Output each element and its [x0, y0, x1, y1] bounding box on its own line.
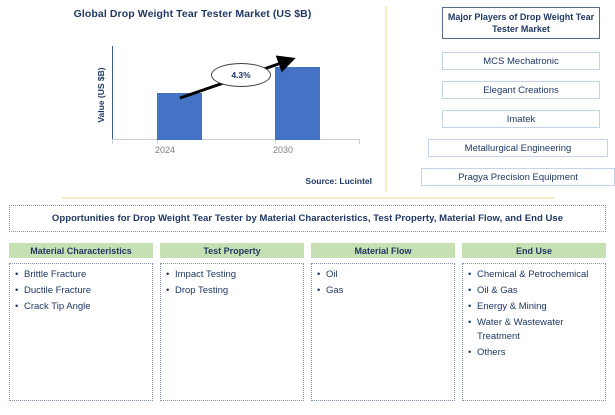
list-item: Ductile Fracture: [15, 284, 148, 298]
source-note: Source: Lucintel: [305, 176, 372, 186]
list-item: Impact Testing: [166, 268, 299, 282]
chart-title: Global Drop Weight Tear Tester Market (U…: [73, 8, 312, 20]
player-item[interactable]: Pragya Precision Equipment: [421, 168, 615, 186]
column-body: Chemical & Petrochemical Oil & Gas Energ…: [462, 263, 606, 401]
x-axis-label-2030: 2030: [272, 145, 294, 155]
major-players-panel: Major Players of Drop Weight Tear Tester…: [398, 0, 615, 198]
vertical-divider: [385, 6, 387, 192]
list-item: Crack Tip Angle: [15, 300, 148, 314]
horizontal-divider: [62, 197, 554, 199]
chart-panel: Global Drop Weight Tear Tester Market (U…: [0, 0, 385, 198]
player-item[interactable]: MCS Mechatronic: [442, 52, 600, 70]
x-axis-tick: [359, 140, 360, 144]
column-header: End Use: [462, 243, 606, 258]
column-body: Oil Gas: [311, 263, 455, 401]
x-axis-tick: [157, 140, 158, 144]
list-item: Energy & Mining: [468, 300, 601, 314]
list-item: Gas: [317, 284, 450, 298]
bar-2024: [157, 93, 202, 140]
x-axis-line: [112, 139, 360, 140]
bar-2030: [275, 67, 320, 140]
list-item: Oil: [317, 268, 450, 282]
x-axis-tick: [275, 140, 276, 144]
list-item: Chemical & Petrochemical: [468, 268, 601, 282]
cagr-bubble: 4.3%: [211, 63, 271, 87]
column-header: Test Property: [160, 243, 304, 258]
opportunities-columns: Material Characteristics Brittle Fractur…: [9, 243, 606, 403]
x-axis-tick: [112, 140, 113, 144]
list-item: Drop Testing: [166, 284, 299, 298]
column-test-property: Test Property Impact Testing Drop Testin…: [160, 243, 304, 401]
opportunities-banner: Opportunities for Drop Weight Tear Teste…: [9, 205, 606, 232]
top-section: Global Drop Weight Tear Tester Market (U…: [0, 0, 615, 198]
column-body: Impact Testing Drop Testing: [160, 263, 304, 401]
player-item[interactable]: Imatek: [442, 110, 600, 128]
list-item: Others: [468, 346, 601, 360]
list-item: Brittle Fracture: [15, 268, 148, 282]
column-header: Material Characteristics: [9, 243, 153, 258]
column-end-use: End Use Chemical & Petrochemical Oil & G…: [462, 243, 606, 401]
major-players-header: Major Players of Drop Weight Tear Tester…: [442, 7, 600, 39]
list-item: Water & Wastewater Treatment: [468, 316, 601, 344]
plot-area: [112, 46, 360, 140]
list-item: Oil & Gas: [468, 284, 601, 298]
player-item[interactable]: Metallurgical Engineering: [428, 139, 608, 157]
opportunities-banner-text: Opportunities for Drop Weight Tear Teste…: [51, 213, 564, 224]
y-axis-label: Value (US $B): [96, 67, 106, 123]
cagr-value: 4.3%: [231, 70, 251, 80]
column-header: Material Flow: [311, 243, 455, 258]
column-material-characteristics: Material Characteristics Brittle Fractur…: [9, 243, 153, 401]
x-axis-label-2024: 2024: [154, 145, 176, 155]
y-axis-line: [112, 46, 113, 140]
player-item[interactable]: Elegant Creations: [442, 81, 600, 99]
column-material-flow: Material Flow Oil Gas: [311, 243, 455, 401]
column-body: Brittle Fracture Ductile Fracture Crack …: [9, 263, 153, 401]
